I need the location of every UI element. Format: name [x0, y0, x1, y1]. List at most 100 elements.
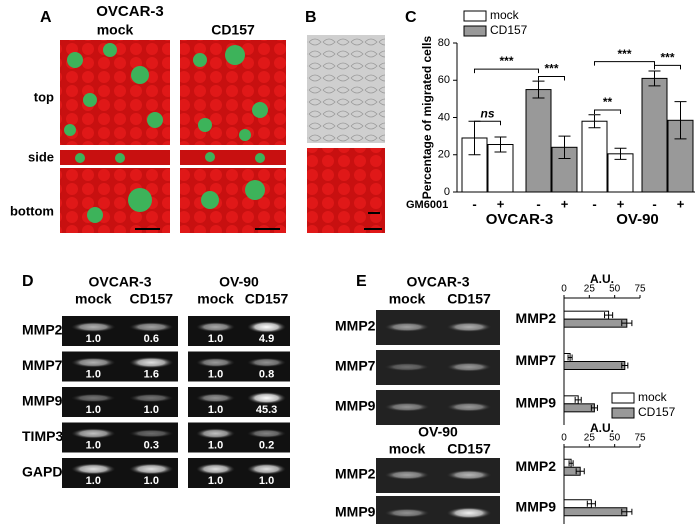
- error-bar: [568, 460, 574, 467]
- gene-label: MMP2: [335, 318, 376, 334]
- gene-label: MMP9: [335, 504, 376, 520]
- x-tick-label: +: [497, 196, 505, 211]
- gel-band: [446, 322, 492, 332]
- x-tick-label: -: [592, 196, 596, 211]
- x-tick-label: 25: [584, 433, 596, 444]
- gel: [62, 387, 178, 417]
- gel-band: [247, 429, 286, 438]
- gel-band: [247, 321, 286, 333]
- error-bar: [575, 468, 585, 475]
- x-tick-label: +: [561, 196, 569, 211]
- x-tick-label: 75: [634, 433, 646, 444]
- legend-swatch: [463, 10, 487, 22]
- fold-value: 1.0: [208, 439, 223, 451]
- gel-band: [71, 393, 116, 403]
- gel-band: [71, 357, 116, 368]
- lane-label: CD157: [447, 291, 491, 307]
- fold-value: 0.6: [144, 333, 159, 345]
- legend-label: CD157: [638, 405, 676, 419]
- panel-label: C: [405, 9, 417, 26]
- y-tick-label: 40: [438, 111, 450, 123]
- gel-band: [196, 322, 235, 332]
- gene-label: MMP2: [22, 322, 63, 338]
- panel-label: E: [356, 273, 367, 290]
- lane-label: CD157: [447, 441, 491, 457]
- column-label: mock: [97, 22, 134, 38]
- x-tick-label: -: [536, 196, 540, 211]
- lane-label: CD157: [245, 291, 289, 307]
- bar: [607, 153, 634, 193]
- gel-band: [446, 402, 492, 412]
- lane-label: CD157: [130, 291, 174, 307]
- x-axis-label: A.U.: [590, 272, 614, 286]
- gel-band: [71, 322, 116, 332]
- bar: [563, 361, 626, 370]
- significance-bracket: [474, 120, 501, 126]
- error-bar: [532, 80, 545, 99]
- fold-value: 1.0: [208, 368, 223, 380]
- fold-value: 1.0: [86, 333, 101, 345]
- error-bar: [604, 312, 614, 319]
- gel-band: [247, 392, 286, 404]
- gel-band: [129, 356, 174, 369]
- panel-label: A: [40, 9, 52, 26]
- y-tick-label: 60: [438, 74, 450, 86]
- significance-label: ***: [617, 47, 631, 61]
- error-bar: [558, 135, 571, 159]
- gel-band: [446, 362, 492, 372]
- gel-band: [384, 402, 430, 412]
- gel-band: [196, 463, 235, 475]
- significance-label: **: [603, 95, 613, 109]
- y-tick-label: MMP2: [516, 458, 557, 474]
- gel-band: [129, 463, 174, 475]
- significance-bracket: [474, 68, 539, 74]
- panel-b-images: [307, 35, 385, 233]
- fold-value: 1.0: [86, 475, 101, 487]
- row-label: bottom: [10, 203, 54, 218]
- legend-swatch: [611, 392, 635, 404]
- group-label: OV-90: [418, 424, 458, 440]
- x-tick-label: +: [617, 196, 625, 211]
- significance-bracket: [594, 109, 621, 115]
- error-bar: [494, 136, 507, 153]
- panel-label: D: [22, 273, 34, 290]
- x-tick-label: 0: [561, 433, 567, 444]
- legend-label: mock: [638, 390, 668, 404]
- gel-band: [384, 508, 430, 518]
- y-tick-label: 20: [438, 149, 450, 161]
- fold-value: 1.0: [259, 475, 274, 487]
- gene-label: GAPDH: [22, 464, 73, 480]
- column-label: CD157: [211, 22, 255, 38]
- fold-value: 1.0: [86, 368, 101, 380]
- error-bar: [590, 404, 598, 411]
- y-tick-label: MMP9: [516, 395, 557, 411]
- significance-bracket: [594, 61, 655, 66]
- legend-swatch: [463, 25, 487, 37]
- significance-label: ***: [499, 54, 513, 68]
- x-axis-label: GM6001: [406, 199, 448, 211]
- y-tick-label: MMP9: [516, 498, 557, 514]
- lane-label: mock: [75, 291, 112, 307]
- significance-label: ***: [544, 62, 558, 76]
- fold-value: 1.6: [144, 368, 159, 380]
- significance-label: ns: [480, 106, 494, 120]
- x-tick-label: 50: [609, 433, 621, 444]
- fold-value: 1.0: [144, 475, 159, 487]
- y-tick-label: MMP2: [516, 310, 557, 326]
- x-tick-label: 75: [634, 284, 646, 295]
- bar: [563, 318, 628, 328]
- gel-band: [129, 429, 174, 438]
- gel-band: [196, 428, 235, 439]
- gene-label: MMP7: [335, 358, 376, 374]
- fold-value: 1.0: [208, 404, 223, 416]
- x-tick-label: +: [677, 196, 685, 211]
- fold-value: 0.2: [259, 439, 274, 451]
- gel-band: [129, 393, 174, 403]
- lane-label: mock: [389, 441, 426, 457]
- group-label: OV-90: [616, 211, 659, 228]
- gene-label: MMP9: [22, 393, 63, 409]
- legend-swatch: [611, 407, 635, 419]
- error-bar: [586, 500, 596, 507]
- gel-band: [71, 428, 116, 439]
